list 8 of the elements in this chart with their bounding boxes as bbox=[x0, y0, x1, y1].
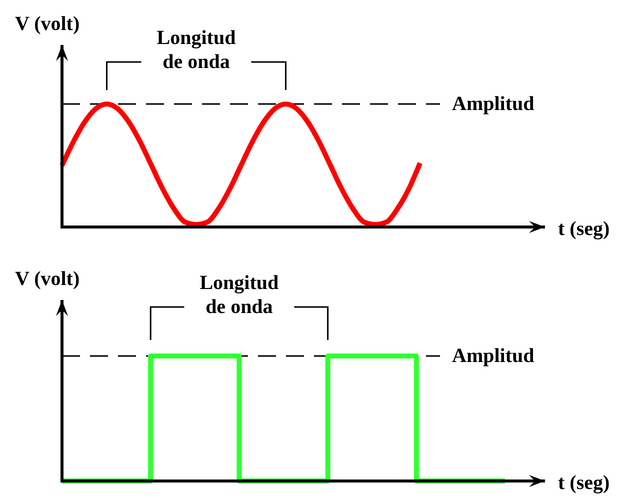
y-axis-title: V (volt) bbox=[15, 13, 80, 35]
ref-line-label: Amplitud bbox=[452, 93, 534, 115]
y-axis-title: V (volt) bbox=[15, 268, 80, 290]
text: Longitud de onda bbox=[200, 272, 279, 318]
text: Longitud de onda bbox=[156, 27, 236, 73]
x-axis-title: t (seg) bbox=[558, 472, 610, 494]
x-axis-title: t (seg) bbox=[558, 218, 610, 240]
ref-line-label: Amplitud bbox=[452, 345, 534, 367]
